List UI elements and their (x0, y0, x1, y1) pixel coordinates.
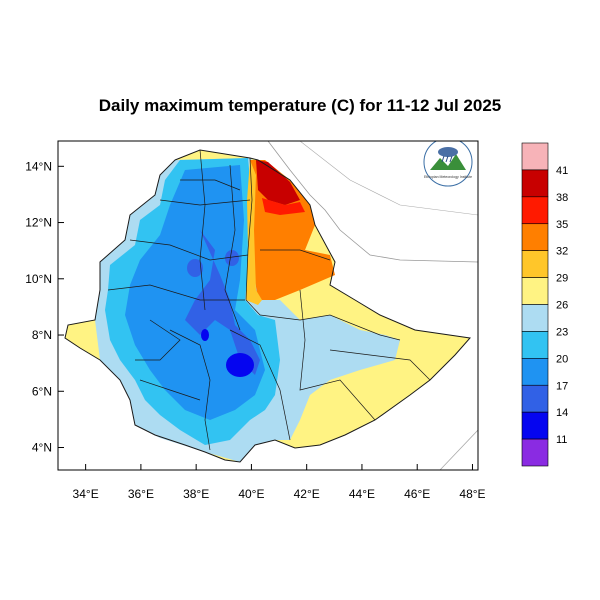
lon-tick-label: 42°E (294, 487, 320, 501)
colorbar-swatch (521, 411, 549, 440)
map-area: Ethiopian Meteorology Institute (64, 141, 478, 470)
colorbar-label: 38 (556, 192, 568, 204)
lat-tick-label: 12°N (25, 216, 52, 230)
neighbor-border-line (299, 141, 478, 216)
lon-tick-label: 44°E (349, 487, 375, 501)
neighbor-border-line (267, 141, 478, 263)
colorbar-swatch (521, 384, 549, 413)
temperature-colorbar: 41 38 35 32 29 26 23 20 17 14 11 (521, 142, 568, 467)
lon-tick-label: 36°E (128, 487, 154, 501)
lon-tick-label: 34°E (73, 487, 99, 501)
lat-tick-label: 14°N (25, 159, 52, 173)
admin-boundaries (64, 149, 471, 463)
lon-tick-label: 38°E (183, 487, 209, 501)
colorbar-label: 11 (556, 434, 567, 446)
colorbar-swatch (521, 196, 549, 225)
colorbar-label: 14 (556, 407, 568, 419)
logo-text: Ethiopian Meteorology Institute (424, 175, 472, 179)
colorbar-label: 26 (556, 300, 568, 312)
afar-red-region (256, 160, 300, 205)
colorbar-label: 17 (556, 380, 568, 392)
lat-tick-label: 10°N (25, 272, 52, 286)
colorbar-label: 20 (556, 353, 568, 365)
coldest-spot (226, 353, 254, 377)
map-frame (57, 140, 479, 471)
colorbar-swatch (521, 304, 549, 332)
longitude-axis: 34°E 36°E 38°E 40°E 42°E 44°E 46°E 48°E (73, 464, 486, 501)
colorbar-swatch (521, 277, 549, 305)
mid-blue-region (125, 165, 265, 420)
lon-tick-label: 46°E (404, 487, 430, 501)
map-title: Daily maximum temperature (C) for 11-12 … (98, 96, 502, 115)
afar-bright-red-region (262, 198, 305, 215)
colorbar-swatch (521, 358, 549, 386)
colorbar-label: 23 (556, 326, 568, 338)
colorbar-swatch (521, 331, 549, 359)
lon-tick-label: 48°E (459, 487, 485, 501)
cold-spot (225, 250, 239, 266)
colorbar-swatch (521, 250, 549, 278)
lat-tick-label: 6°N (32, 384, 52, 398)
lon-tick-label: 40°E (238, 487, 264, 501)
coldest-spot (201, 329, 209, 341)
colorbar-swatch (521, 223, 549, 251)
colorbar-swatch (521, 438, 549, 467)
latitude-axis: 14°N 12°N 10°N 8°N 6°N 4°N (25, 159, 64, 455)
afar-yellow-edge (246, 160, 262, 305)
colorbar-label: 35 (556, 219, 568, 231)
colorbar-label: 29 (556, 273, 568, 285)
cold-spot (187, 259, 203, 277)
colorbar-swatch (521, 142, 549, 171)
dark-blue-region (185, 230, 260, 375)
lat-tick-label: 4°N (32, 441, 52, 455)
colorbar-label: 41 (556, 165, 568, 177)
lat-tick-label: 8°N (32, 328, 52, 342)
meteorology-logo: Ethiopian Meteorology Institute (423, 141, 473, 187)
colorbar-swatch (521, 169, 549, 198)
neighbor-border-line (439, 429, 478, 470)
colorbar-label: 32 (556, 246, 568, 258)
